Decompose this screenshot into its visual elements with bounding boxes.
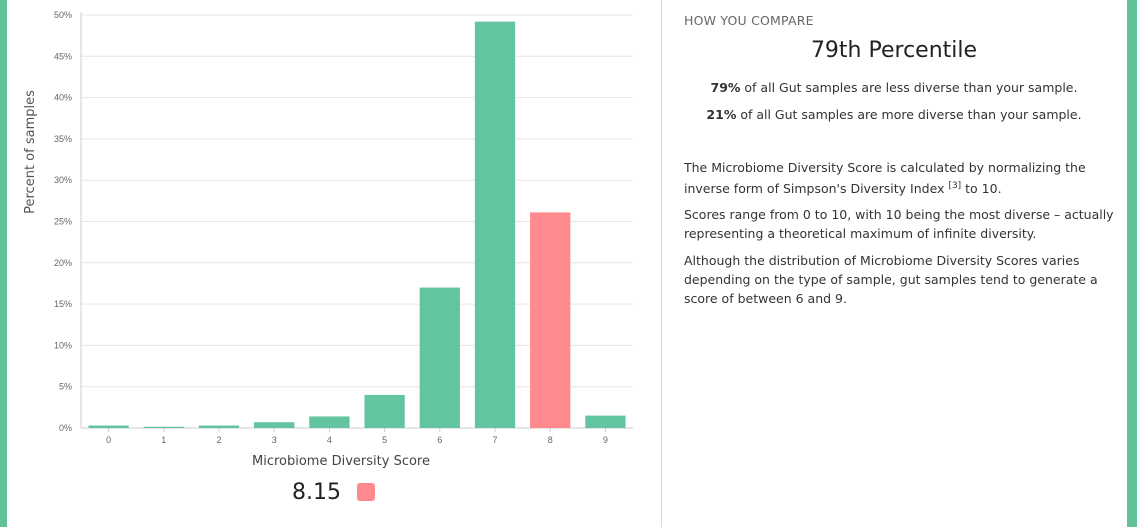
more-diverse-percent: 21% — [706, 107, 737, 122]
histogram-bar — [143, 426, 184, 428]
citation-link[interactable]: [3] — [948, 181, 962, 191]
y-tick-label: 35% — [54, 134, 72, 144]
x-tick-label: 4 — [327, 435, 332, 445]
section-heading: HOW YOU COMPARE — [684, 13, 814, 28]
y-tick-label: 40% — [54, 93, 72, 103]
y-tick-label: 45% — [54, 51, 72, 61]
histogram-bar — [364, 394, 405, 428]
highlighted-bar — [530, 212, 571, 428]
histogram-bar — [198, 425, 240, 428]
x-tick-label: 8 — [548, 435, 553, 445]
y-tick-label: 30% — [54, 175, 72, 185]
score-value: 8.15 — [292, 479, 341, 505]
histogram-bar — [309, 416, 350, 428]
more-diverse-stat: 21% of all Gut samples are more diverse … — [684, 107, 1104, 122]
x-tick-label: 0 — [106, 435, 111, 445]
diversity-histogram: 0% 5% 10% 15% 20% 25% 30% 35% 40% 45% 50% 0 1 2 3 4 5 6 7 8… — [23, 10, 633, 469]
y-tick-label: 25% — [54, 217, 72, 227]
y-tick-label: 5% — [59, 382, 72, 392]
histogram-bar — [474, 21, 516, 428]
x-tick-label: 3 — [272, 435, 277, 445]
histogram-bar — [88, 425, 129, 428]
histogram-bar — [419, 287, 460, 428]
description-text: The Microbiome Diversity Score is calcul… — [684, 160, 1086, 197]
x-tick-label: 1 — [161, 435, 166, 445]
x-tick-label: 2 — [216, 435, 221, 445]
percentile-title: 79th Percentile — [810, 38, 978, 63]
histogram-bar — [254, 422, 295, 428]
y-axis-title: Percent of samples — [23, 90, 38, 214]
x-tick-label: 6 — [437, 435, 442, 445]
less-diverse-text: of all Gut samples are less diverse than… — [740, 80, 1078, 95]
x-tick-label: 7 — [492, 435, 497, 445]
y-tick-label: 15% — [54, 299, 72, 309]
diversity-chart-panel: 0% 5% 10% 15% 20% 25% 30% 35% 40% 45% 50% 0 1 2 3 4 5 6 7 8… — [7, 0, 662, 527]
x-tick-label: 5 — [382, 435, 387, 445]
description-paragraph: The Microbiome Diversity Score is calcul… — [684, 158, 1114, 198]
score-color-swatch — [356, 483, 375, 501]
histogram-bar — [585, 415, 626, 428]
more-diverse-text: of all Gut samples are more diverse than… — [736, 107, 1082, 122]
y-tick-label: 10% — [54, 340, 72, 350]
y-tick-label: 0% — [59, 423, 72, 433]
less-diverse-stat: 79% of all Gut samples are less diverse … — [684, 80, 1104, 95]
y-tick-label: 50% — [54, 10, 72, 20]
description-text-end: to 10. — [961, 181, 1002, 197]
x-tick-label: 9 — [603, 435, 608, 445]
y-tick-label: 20% — [54, 258, 72, 268]
score-range-paragraph: Scores range from 0 to 10, with 10 being… — [684, 207, 1114, 241]
page-frame: 0% 5% 10% 15% 20% 25% 30% 35% 40% 45% 50% 0 1 2 3 4 5 6 7 8… — [7, 0, 1127, 527]
score-row: 8.15 — [292, 478, 375, 506]
distribution-paragraph: Although the distribution of Microbiome … — [684, 253, 1098, 306]
less-diverse-percent: 79% — [710, 80, 741, 95]
x-axis-title: Microbiome Diversity Score — [252, 454, 430, 469]
